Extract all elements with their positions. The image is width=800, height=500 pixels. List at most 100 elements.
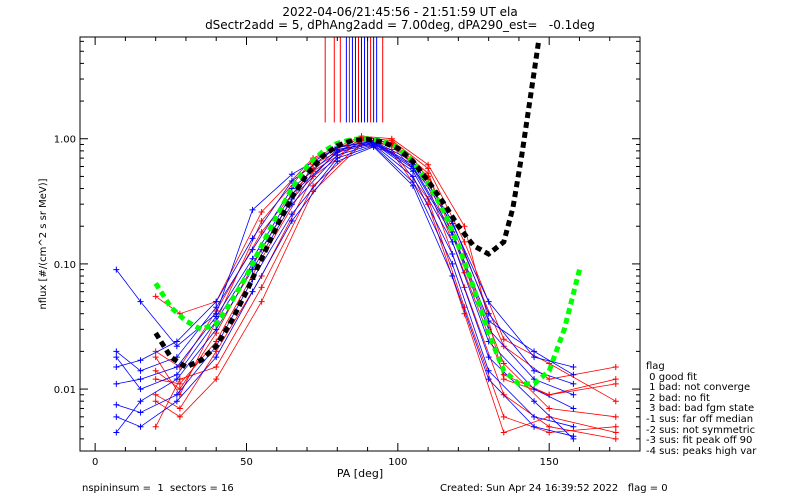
- blue-series-point: [137, 298, 144, 305]
- blue-series-point: [409, 173, 416, 180]
- red-series-point: [612, 364, 619, 371]
- blue-series-point: [570, 391, 577, 398]
- red-series-point: [176, 380, 183, 387]
- red-series-point: [500, 336, 507, 343]
- blue-series-point: [173, 371, 180, 378]
- blue-series-point: [213, 354, 220, 361]
- blue-series-point: [249, 235, 256, 242]
- legend-item: -4 sus: peaks high var: [646, 445, 757, 457]
- blue-series-point: [485, 354, 492, 361]
- blue-series-point: [531, 423, 538, 430]
- blue-series-point: [485, 298, 492, 305]
- legend-item: -1 sus: far off median: [646, 413, 754, 425]
- red-series-point: [500, 413, 507, 420]
- red-series-line: [155, 142, 616, 433]
- blue-series-point: [113, 413, 120, 420]
- blue-series-point: [137, 357, 144, 364]
- red-series-point: [461, 238, 468, 245]
- blue-series-point: [288, 177, 295, 184]
- blue-series-point: [409, 182, 416, 189]
- blue-series-point: [213, 304, 220, 311]
- blue-series-point: [334, 147, 341, 154]
- y-tick-label: 1.00: [54, 135, 76, 146]
- x-tick-label: 100: [388, 457, 407, 468]
- red-series-point: [213, 376, 220, 383]
- blue-series-line: [115, 141, 574, 390]
- blue-series-point: [137, 409, 144, 416]
- axes-layer: 0 50 100 150 0.01 0.10 1.00: [54, 36, 641, 468]
- blue-series-point: [173, 338, 180, 345]
- blue-series-point: [113, 401, 120, 408]
- red-series-point: [152, 376, 159, 383]
- legend-item: -2 sus: not symmetric: [646, 424, 756, 436]
- red-series-point: [152, 293, 159, 300]
- blue-series-line: [116, 145, 574, 428]
- x-tick-label: 150: [540, 457, 559, 468]
- blue-series-point: [213, 326, 220, 333]
- y-tick-label: 0.01: [54, 385, 76, 396]
- blue-series-point: [485, 367, 492, 374]
- legend-item: -3 sus: fit peak off 90: [646, 435, 753, 447]
- red-series-point: [258, 208, 265, 215]
- blue-series-point: [137, 367, 144, 374]
- red-series-line: [155, 140, 616, 396]
- chart-title-line1: 2022-04-06/21:45:56 - 21:51:59 UT ela: [282, 5, 518, 19]
- blue-series-point: [249, 206, 256, 213]
- red-series-point: [152, 391, 159, 398]
- blue-series-point: [531, 348, 538, 355]
- blue-series-point: [570, 405, 577, 412]
- plot-frame: [79, 36, 641, 452]
- red-series-point: [152, 354, 159, 361]
- legend-item: 2 bad: no fit: [646, 392, 710, 404]
- blue-series-point: [213, 298, 220, 305]
- blue-series-point: [570, 380, 577, 387]
- red-series-point: [546, 376, 553, 383]
- blue-series-point: [449, 238, 456, 245]
- red-series-point: [258, 284, 265, 291]
- red-series-point: [612, 435, 619, 442]
- blue-series-point: [113, 380, 120, 387]
- blue-series-point: [531, 398, 538, 405]
- blue-series-point: [288, 211, 295, 218]
- red-series-point: [500, 371, 507, 378]
- x-tick-label: 0: [92, 457, 98, 468]
- y-tick-label: 0.10: [54, 260, 76, 271]
- x-tick-label: 50: [240, 457, 253, 468]
- blue-series-point: [288, 171, 295, 178]
- y-axis-label: nflux [#/(cm^2 s sr MeV)]: [38, 178, 49, 309]
- blue-series-point: [249, 246, 256, 253]
- red-series-point: [612, 398, 619, 405]
- blue-series-point: [570, 364, 577, 371]
- blue-series-point: [173, 391, 180, 398]
- red-series-line: [155, 138, 616, 380]
- blue-series-point: [531, 413, 538, 420]
- blue-series-point: [137, 423, 144, 430]
- blue-series-point: [531, 367, 538, 374]
- red-series-point: [213, 364, 220, 371]
- legend-item: 3 bad: bad fgm state: [646, 403, 755, 415]
- blue-series-point: [137, 386, 144, 393]
- blue-series-point: [449, 260, 456, 267]
- blue-series-point: [570, 371, 577, 378]
- blue-series-point: [334, 158, 341, 165]
- legend-item: 1 bad: not converge: [646, 382, 751, 394]
- red-series-point: [612, 429, 619, 436]
- red-series-point: [546, 423, 553, 430]
- blue-series-point: [113, 348, 120, 355]
- blue-series-point: [449, 250, 456, 257]
- footer-created-info: Created: Sun Apr 24 16:39:52 2022 flag =…: [440, 483, 668, 494]
- red-series-line: [155, 135, 616, 396]
- blue-series-point: [449, 273, 456, 280]
- red-series-line: [155, 137, 616, 402]
- blue-series-point: [249, 266, 256, 273]
- x-axis-label: PA [deg]: [337, 467, 383, 480]
- red-series-point: [500, 429, 507, 436]
- blue-series-point: [485, 376, 492, 383]
- chart-title-line2: dSectr2add = 5, dPhAng2add = 7.00deg, dP…: [205, 18, 595, 32]
- blue-series-point: [113, 364, 120, 371]
- red-series-point: [258, 298, 265, 305]
- blue-series-point: [113, 266, 120, 273]
- red-series-point: [152, 423, 159, 430]
- blue-series-point: [113, 354, 120, 361]
